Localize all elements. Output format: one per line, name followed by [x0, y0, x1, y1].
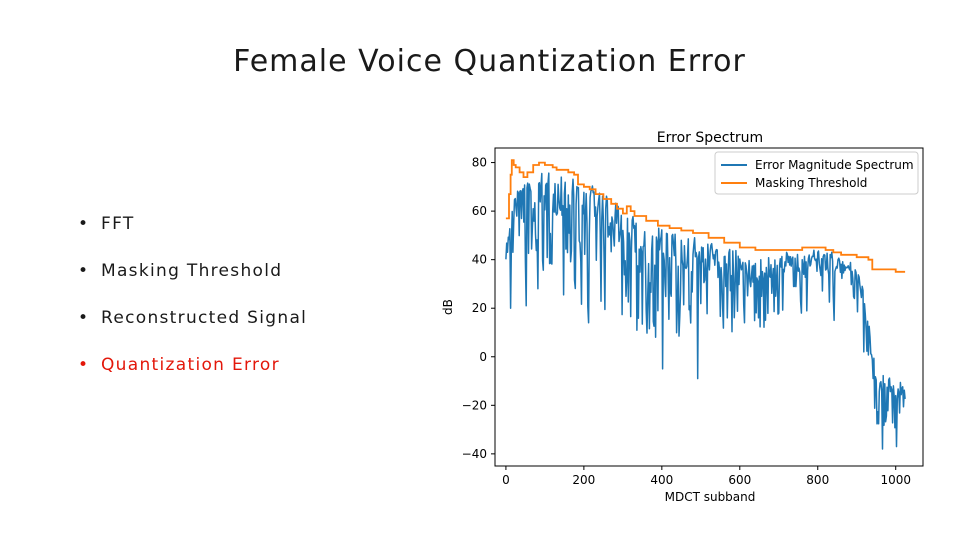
slide-title: Female Voice Quantization Error — [233, 44, 746, 79]
x-axis-label: MDCT subband — [665, 490, 756, 504]
legend-label-masking: Masking Threshold — [755, 176, 867, 190]
legend-box — [714, 151, 919, 195]
y-axis: −40 −20 0 20 40 60 80 — [462, 156, 495, 461]
chart-title: Error Spectrum — [657, 130, 763, 146]
y-tick-label: 20 — [472, 301, 487, 315]
x-tick-label: 800 — [806, 473, 829, 487]
x-tick-label: 200 — [572, 473, 595, 487]
y-tick-label: 40 — [472, 253, 487, 267]
bullet-masking-threshold: Masking Threshold — [78, 259, 307, 306]
error-spectrum-chart: Error Spectrum −40 −20 0 20 40 60 80 0 200 400 60… — [441, 130, 924, 504]
y-tick-label: −20 — [462, 398, 487, 412]
x-tick-label: 0 — [502, 473, 510, 487]
y-tick-label: 0 — [479, 350, 487, 364]
y-tick-label: −40 — [462, 447, 487, 461]
y-axis-label: dB — [441, 299, 455, 315]
legend-label-error: Error Magnitude Spectrum — [755, 158, 914, 172]
bullet-fft: FFT — [78, 212, 307, 259]
bullet-reconstructed-signal: Reconstructed Signal — [78, 306, 307, 353]
y-tick-label: 80 — [472, 156, 487, 170]
legend: Error Magnitude Spectrum Masking Thresho… — [714, 151, 919, 195]
bullet-quantization-error: Quantization Error — [78, 353, 307, 400]
series-masking-threshold-line — [505, 159, 906, 273]
x-tick-label: 400 — [650, 473, 673, 487]
plot-area — [494, 147, 924, 467]
x-tick-label: 600 — [728, 473, 751, 487]
y-tick-label: 60 — [472, 204, 487, 218]
bullet-list: FFT Masking Threshold Reconstructed Sign… — [78, 212, 307, 400]
series-error-magnitude-line — [505, 172, 906, 450]
x-axis: 0 200 400 600 800 1000 — [502, 466, 911, 487]
x-tick-label: 1000 — [880, 473, 911, 487]
